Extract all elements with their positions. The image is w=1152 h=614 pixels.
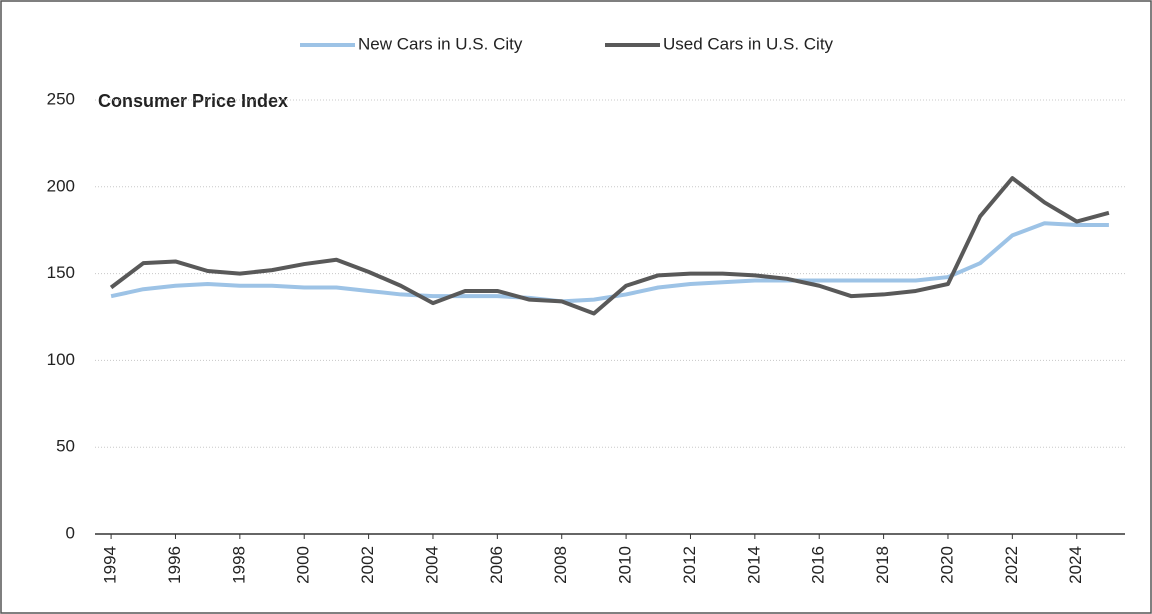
x-tick-label: 2006 bbox=[487, 546, 506, 584]
x-tick-label: 2004 bbox=[422, 546, 441, 584]
y-tick-label: 0 bbox=[66, 523, 75, 542]
y-tick-label: 200 bbox=[47, 176, 75, 195]
y-tick-label: 150 bbox=[47, 263, 75, 282]
series-line bbox=[109, 176, 1110, 316]
y-tick-label: 100 bbox=[47, 350, 75, 369]
x-tick-label: 2010 bbox=[616, 546, 635, 584]
x-tick-label: 2000 bbox=[294, 546, 313, 584]
y-tick-label: 250 bbox=[47, 89, 75, 108]
x-tick-label: 2016 bbox=[809, 546, 828, 584]
x-tick-label: 2008 bbox=[551, 546, 570, 584]
y-tick-label: 50 bbox=[56, 437, 75, 456]
x-tick-label: 2018 bbox=[873, 546, 892, 584]
x-tick-label: 2024 bbox=[1066, 546, 1085, 584]
legend-label: New Cars in U.S. City bbox=[358, 34, 523, 53]
legend-label: Used Cars in U.S. City bbox=[663, 34, 834, 53]
x-tick-label: 1996 bbox=[165, 546, 184, 584]
x-tick-label: 2012 bbox=[680, 546, 699, 584]
x-tick-label: 1998 bbox=[229, 546, 248, 584]
x-tick-label: 2002 bbox=[358, 546, 377, 584]
x-tick-label: 1994 bbox=[101, 546, 120, 584]
chart-title: Consumer Price Index bbox=[98, 91, 288, 111]
x-tick-label: 2014 bbox=[744, 546, 763, 584]
x-tick-label: 2022 bbox=[1002, 546, 1021, 584]
x-tick-label: 2020 bbox=[937, 546, 956, 584]
